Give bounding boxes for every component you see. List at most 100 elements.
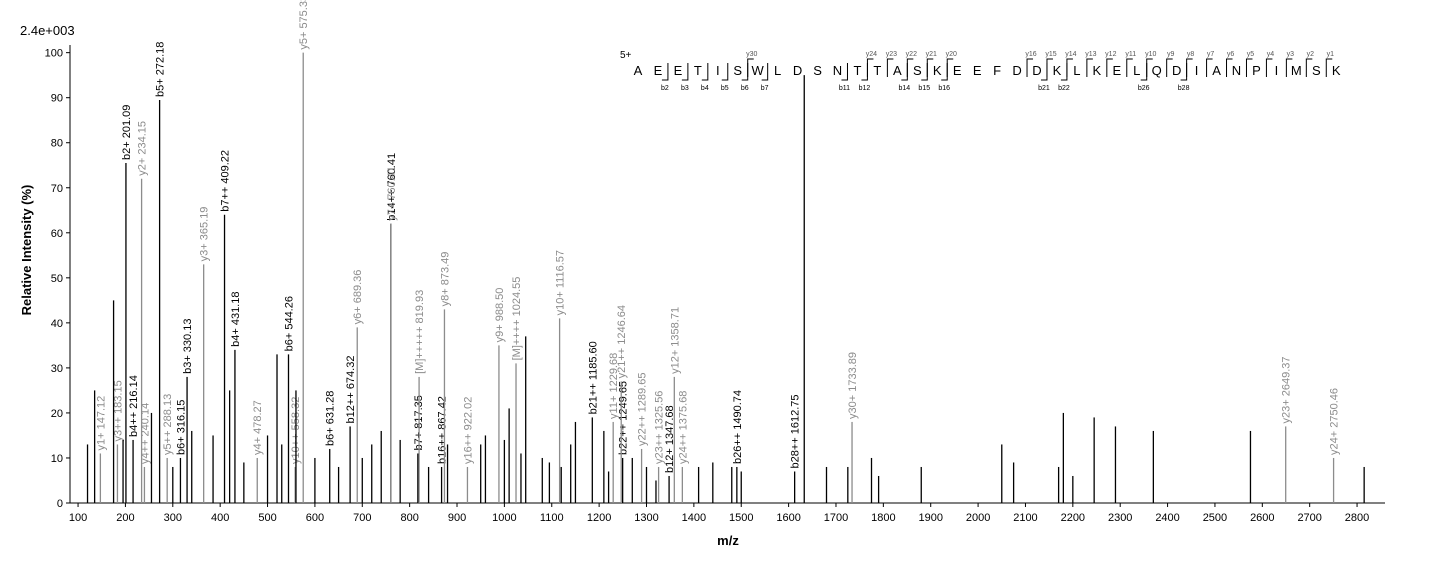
residue: S xyxy=(733,63,742,78)
residue: E xyxy=(674,63,683,78)
peak-label: y9+ 988.50 xyxy=(494,288,506,343)
x-tick-label: 2300 xyxy=(1108,512,1132,524)
peak-label: y7+ 760.41 xyxy=(386,166,398,221)
b-ion-label: b28 xyxy=(1178,85,1190,92)
peak-label: y3++ 183.15 xyxy=(112,380,124,441)
y-ion-bracket xyxy=(1305,58,1313,77)
scale-label: 2.4e+003 xyxy=(20,23,75,38)
residue: F xyxy=(993,63,1001,78)
y-ion-label: y8 xyxy=(1187,51,1195,58)
y-ion-bracket xyxy=(906,58,914,77)
peak-label: b4++ 216.14 xyxy=(128,375,140,437)
y-ion-bracket xyxy=(1026,58,1034,77)
b-ion-label: b6 xyxy=(741,85,749,92)
peak-label: b6+ 544.26 xyxy=(284,296,296,351)
peak-label: y12+ 1358.71 xyxy=(669,307,681,374)
x-axis-label: m/z xyxy=(717,533,739,548)
x-tick-label: 2600 xyxy=(1250,512,1274,524)
x-tick-label: 900 xyxy=(448,512,466,524)
x-tick-label: 1100 xyxy=(540,512,564,524)
x-tick-label: 1900 xyxy=(918,512,942,524)
b-ion-label: b2 xyxy=(661,85,669,92)
y-axis-label: Relative Intensity (%) xyxy=(19,185,34,316)
residue: E xyxy=(654,63,663,78)
x-tick-label: 1500 xyxy=(729,512,753,524)
peak-label: y24++ 1375.68 xyxy=(677,391,689,464)
residue: N xyxy=(833,63,842,78)
y-ion-label: y21 xyxy=(926,51,937,58)
y-ion-label: y5 xyxy=(1247,51,1255,58)
residue: M xyxy=(1291,63,1302,78)
residue: D xyxy=(1012,63,1021,78)
y-ion-bracket xyxy=(886,58,894,77)
x-tick-label: 1200 xyxy=(587,512,611,524)
y-ion-label: y6 xyxy=(1227,51,1235,58)
b-ion-bracket xyxy=(761,63,769,81)
y-ion-label: y15 xyxy=(1045,51,1056,58)
peak-label: y8+ 873.49 xyxy=(439,252,451,307)
y-tick-label: 100 xyxy=(45,48,63,60)
peak-label: y16++ 922.02 xyxy=(462,397,474,464)
b-ion-bracket xyxy=(661,63,669,81)
x-tick-label: 1000 xyxy=(492,512,516,524)
y-ion-bracket xyxy=(866,58,874,77)
peak-label: y30+ 1733.89 xyxy=(847,352,859,419)
x-tick-label: 1700 xyxy=(824,512,848,524)
x-tick-label: 1800 xyxy=(871,512,895,524)
y-ion-label: y12 xyxy=(1105,51,1116,58)
y-tick-label: 0 xyxy=(57,498,63,510)
y-ion-bracket xyxy=(1245,58,1253,77)
y-ion-bracket xyxy=(1325,58,1333,77)
y-tick-label: 20 xyxy=(51,408,63,420)
peak-label: y4++ 240.14 xyxy=(139,403,151,464)
b-ion-label: b11 xyxy=(839,85,850,92)
y-ion-bracket xyxy=(1285,58,1293,77)
y-ion-bracket xyxy=(1086,58,1093,77)
peak-label: y21++ 1246.64 xyxy=(616,305,628,378)
y-ion-bracket xyxy=(1106,58,1113,77)
peak-label: b14++ 760.41 xyxy=(386,153,398,221)
y-ion-bracket xyxy=(1126,58,1133,77)
y-tick-label: 90 xyxy=(51,93,63,105)
y-tick-label: 40 xyxy=(51,318,63,330)
b-ion-label: b5 xyxy=(721,85,729,92)
x-tick-label: 200 xyxy=(116,512,134,524)
x-tick-label: 1600 xyxy=(776,512,800,524)
b-ion-label: b4 xyxy=(701,85,709,92)
x-tick-label: 2200 xyxy=(1061,512,1085,524)
residue: E xyxy=(973,63,982,78)
y-ion-bracket xyxy=(1265,58,1273,77)
y-ion-bracket xyxy=(926,58,934,77)
residue: K xyxy=(933,63,942,78)
peak-label: b4+ 431.18 xyxy=(230,292,242,347)
peak-label: b12+ 1347.68 xyxy=(664,405,676,473)
peak-label: y2+ 234.15 xyxy=(137,121,149,176)
residue: L xyxy=(774,63,781,78)
b-ion-label: b12 xyxy=(859,85,871,92)
y-ion-bracket xyxy=(1226,58,1233,77)
y-ion-label: y7 xyxy=(1207,51,1215,58)
y-tick-label: 70 xyxy=(51,183,63,195)
y-ion-bracket xyxy=(1206,58,1213,77)
peak-label: b7++ 409.22 xyxy=(220,150,232,212)
y-ion-bracket xyxy=(1186,58,1193,77)
y-tick-label: 10 xyxy=(51,453,63,465)
residue: D xyxy=(793,63,802,78)
peak-label: y22++ 1289.65 xyxy=(637,373,649,446)
y-ion-label: y4 xyxy=(1267,51,1275,58)
peak-label: b12++ 674.32 xyxy=(345,356,357,424)
residue: W xyxy=(752,63,765,78)
y-ion-label: y2 xyxy=(1307,51,1315,58)
b-ion-label: b21 xyxy=(1038,85,1050,92)
residue: A xyxy=(893,63,902,78)
residue: S xyxy=(1312,63,1321,78)
peak-label: y11+ 1229.68 xyxy=(608,353,620,419)
y-ion-label: y1 xyxy=(1327,51,1335,58)
x-tick-label: 1400 xyxy=(682,512,706,524)
x-tick-label: 2700 xyxy=(1297,512,1321,524)
residue: I xyxy=(716,63,720,78)
x-tick-label: 300 xyxy=(164,512,182,524)
residue: K xyxy=(1332,63,1341,78)
b-ion-label: b3 xyxy=(681,85,689,92)
b-ion-bracket xyxy=(841,63,848,81)
